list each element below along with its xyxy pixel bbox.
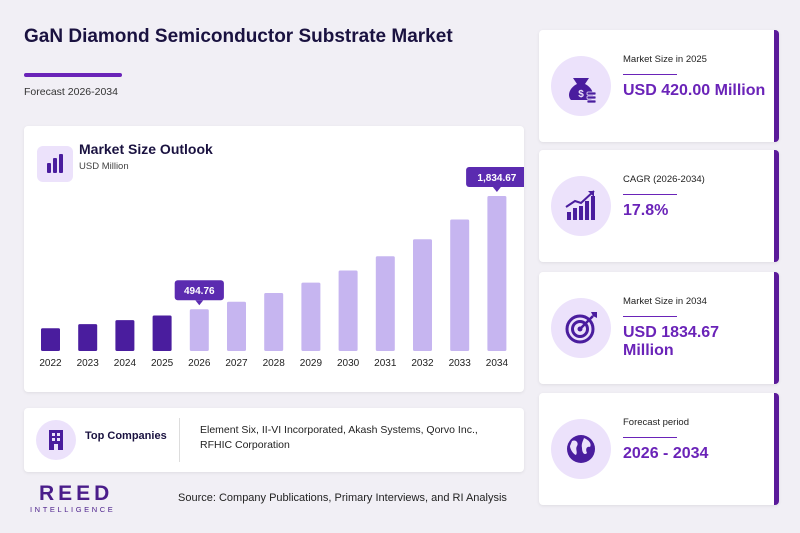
- stat-card-market-2025: $ Market Size in 2025 USD 420.00 Million: [539, 30, 779, 142]
- stat-card-cagr: CAGR (2026-2034) 17.8%: [539, 150, 779, 262]
- callout-pointer: [492, 187, 501, 192]
- stat-divider: [623, 74, 677, 75]
- bar-2028: [264, 292, 284, 351]
- logo-wordmark: REED: [39, 482, 114, 505]
- stat-value: USD 420.00 Million: [623, 82, 766, 99]
- building-icon: [36, 420, 76, 460]
- x-tick-label: 2033: [449, 358, 472, 369]
- x-tick-label: 2029: [300, 358, 323, 369]
- stat-divider: [623, 316, 677, 317]
- x-tick-label: 2031: [374, 358, 397, 369]
- stat-value: USD 1834.67 Million: [623, 324, 720, 359]
- stat-card-forecast-period: Forecast period 2026 - 2034: [539, 393, 779, 505]
- x-tick-label: 2026: [188, 358, 211, 369]
- bar-2025: [152, 315, 172, 351]
- data-label: 1,834.67: [477, 173, 516, 184]
- stat-value: 2026 - 2034: [623, 445, 709, 462]
- money-bag-icon: $: [551, 56, 611, 116]
- x-tick-label: 2022: [39, 358, 62, 369]
- chart-title: Market Size Outlook: [79, 141, 213, 157]
- bar-2032: [413, 239, 432, 351]
- chart-card: 2022 2023 2024 2025 2026 2027 2028 2029 2030 2031…: [24, 126, 524, 392]
- x-tick-label: 2023: [77, 358, 100, 369]
- divider: [179, 418, 180, 462]
- bar-2029: [301, 282, 321, 351]
- x-tick-label: 2024: [114, 358, 137, 369]
- stat-divider: [623, 194, 677, 195]
- x-tick-label: 2027: [225, 358, 248, 369]
- x-tick-label: 2034: [486, 358, 509, 369]
- bar-2033: [450, 219, 470, 351]
- bar-2022: [41, 328, 60, 351]
- data-label: 494.76: [184, 286, 215, 297]
- top-companies-card: Top Companies Element Six, II-VI Incorpo…: [24, 408, 524, 472]
- bar-chart: 2022 2023 2024 2025 2026 2027 2028 2029 2030 2031…: [39, 167, 524, 369]
- chart-unit: USD Million: [79, 161, 129, 172]
- bar-chart-icon: [37, 146, 73, 182]
- page-title: GaN Diamond Semiconductor Substrate Mark…: [24, 26, 453, 47]
- callout-pointer: [195, 300, 204, 306]
- stat-card-market-2034: Market Size in 2034 USD 1834.67 Million: [539, 272, 779, 384]
- stat-label: Forecast period: [623, 417, 690, 428]
- bar-2024: [115, 320, 135, 351]
- stat-label: Market Size in 2025: [623, 54, 707, 65]
- x-tick-label: 2028: [263, 358, 286, 369]
- bar-2030: [338, 270, 358, 351]
- x-tick-label: 2032: [411, 358, 434, 369]
- svg-text:$: $: [578, 89, 584, 100]
- growth-chart-icon: [551, 176, 611, 236]
- bar-2026: [189, 309, 209, 351]
- stat-divider: [623, 437, 677, 438]
- x-tick-label: 2025: [151, 358, 174, 369]
- bar-2023: [78, 324, 98, 351]
- bar-2031: [375, 256, 395, 351]
- top-companies-list: Element Six, II-VI Incorporated, Akash S…: [200, 424, 478, 451]
- bar-2034: [487, 196, 507, 351]
- x-tick-label: 2030: [337, 358, 360, 369]
- page-subtitle: Forecast 2026-2034: [24, 86, 118, 98]
- target-icon: [551, 298, 611, 358]
- stat-label: Market Size in 2034: [623, 296, 707, 307]
- callout-box: [466, 167, 524, 187]
- title-underline: [24, 73, 122, 77]
- source-note: Source: Company Publications, Primary In…: [178, 492, 507, 504]
- logo-subtitle: INTELLIGENCE: [30, 505, 116, 514]
- callout-box: [174, 280, 224, 301]
- bar-2027: [227, 301, 246, 351]
- top-companies-label: Top Companies: [85, 430, 167, 442]
- globe-icon: [551, 419, 611, 479]
- stat-value: 17.8%: [623, 202, 669, 219]
- stat-label: CAGR (2026-2034): [623, 174, 705, 185]
